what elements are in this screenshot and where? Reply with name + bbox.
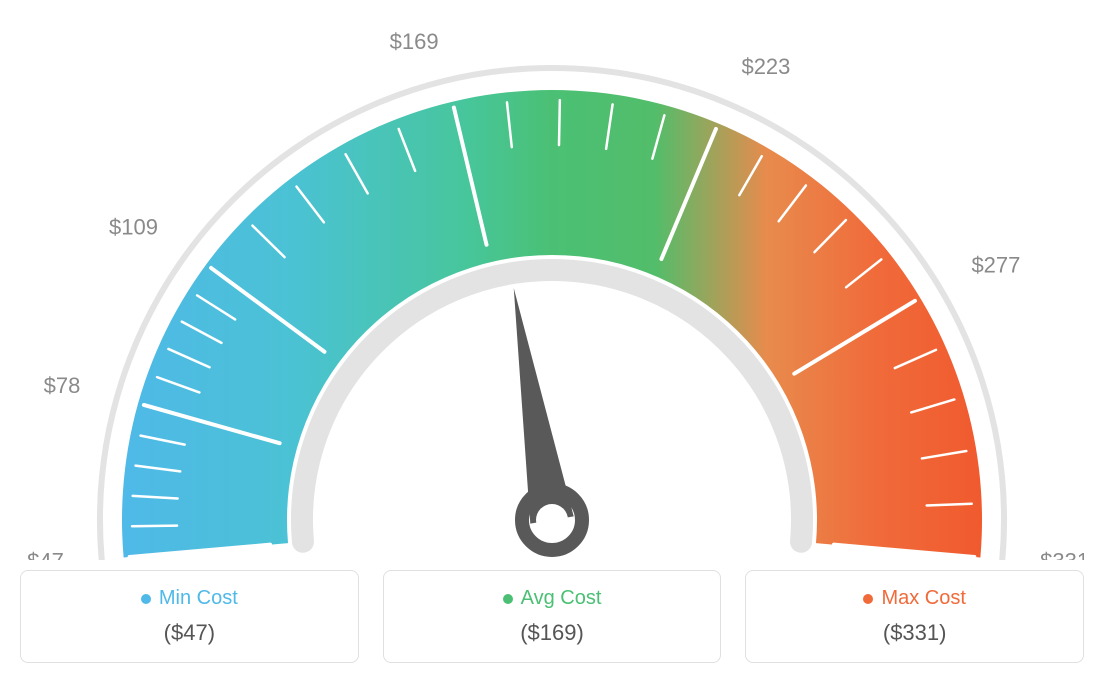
svg-text:$109: $109 (109, 214, 158, 239)
svg-text:$47: $47 (27, 549, 64, 560)
dot-min (141, 594, 151, 604)
dot-max (863, 594, 873, 604)
legend-row: Min Cost ($47) Avg Cost ($169) Max Cost … (20, 570, 1084, 663)
svg-text:$78: $78 (44, 373, 81, 398)
svg-text:$331: $331 (1040, 549, 1084, 560)
svg-text:$277: $277 (971, 253, 1020, 278)
svg-text:$223: $223 (741, 54, 790, 79)
legend-card-min: Min Cost ($47) (20, 570, 359, 663)
svg-text:$169: $169 (390, 29, 439, 54)
legend-value-avg: ($169) (520, 620, 584, 646)
legend-label-avg: Avg Cost (521, 587, 602, 610)
dot-avg (503, 594, 513, 604)
legend-card-avg: Avg Cost ($169) (383, 570, 722, 663)
legend-card-max: Max Cost ($331) (745, 570, 1084, 663)
legend-label-min: Min Cost (159, 587, 238, 610)
cost-gauge: $47 $78 $109 $169 $223 $277 $331 (20, 20, 1084, 560)
legend-value-max: ($331) (883, 620, 947, 646)
legend-label-max: Max Cost (881, 587, 965, 610)
legend-value-min: ($47) (164, 620, 215, 646)
